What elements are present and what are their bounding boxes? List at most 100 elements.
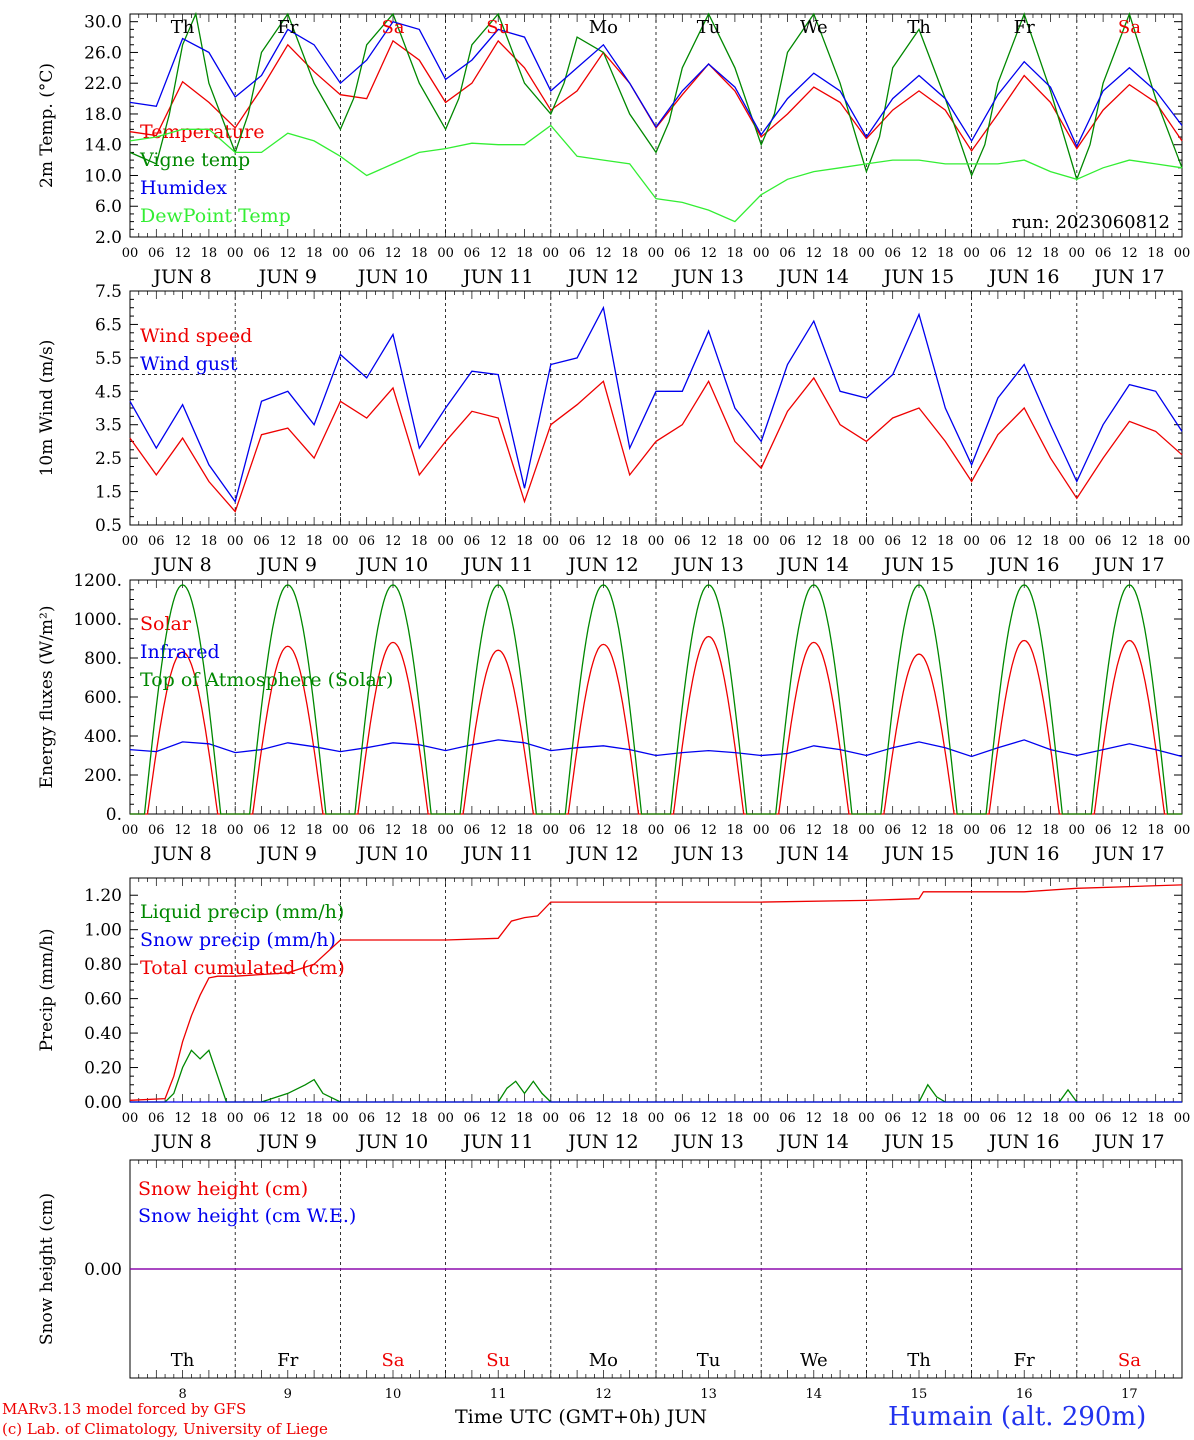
- hour-tick-label: 12: [1121, 246, 1138, 261]
- weekday-label: Fr: [1014, 17, 1035, 38]
- day-number-label: 8: [178, 1387, 186, 1402]
- hour-tick-label: 00: [858, 534, 875, 549]
- legend-entry: DewPoint Temp: [140, 205, 291, 227]
- date-label: JUN 16: [987, 843, 1059, 865]
- date-label: JUN 12: [566, 843, 638, 865]
- hour-tick-label: 00: [332, 1111, 349, 1126]
- y-tick-label: 600.: [84, 688, 122, 708]
- y-tick-label: 4.5: [95, 382, 122, 402]
- hour-tick-label: 18: [306, 534, 323, 549]
- day-number-label: 14: [806, 1387, 823, 1402]
- hour-tick-label: 06: [1095, 246, 1112, 261]
- hour-tick-label: 00: [1174, 246, 1191, 261]
- hour-tick-label: 00: [227, 823, 244, 838]
- hour-tick-label: 00: [963, 823, 980, 838]
- y-tick-label: 0.60: [84, 990, 122, 1010]
- hour-tick-label: 12: [1121, 1111, 1138, 1126]
- date-label: JUN 16: [987, 554, 1059, 576]
- hour-tick-label: 00: [1069, 1111, 1086, 1126]
- hour-tick-label: 06: [1095, 823, 1112, 838]
- hour-tick-label: 00: [963, 1111, 980, 1126]
- hour-tick-label: 00: [437, 246, 454, 261]
- date-label: JUN 10: [356, 554, 428, 576]
- station-name: Humain (alt. 290m): [888, 1402, 1147, 1432]
- hour-tick-label: 12: [385, 823, 402, 838]
- date-label: JUN 14: [777, 843, 849, 865]
- hour-tick-label: 12: [1016, 246, 1033, 261]
- hour-tick-label: 12: [174, 1111, 191, 1126]
- hour-tick-label: 00: [753, 534, 770, 549]
- date-label: JUN 10: [356, 843, 428, 865]
- day-number-label: 15: [911, 1387, 928, 1402]
- y-tick-label: 0.40: [84, 1024, 122, 1044]
- y-tick-label: 5.5: [95, 349, 122, 369]
- hour-tick-label: 06: [253, 246, 270, 261]
- hour-tick-label: 12: [700, 534, 717, 549]
- date-label: JUN 9: [257, 554, 317, 576]
- hour-tick-label: 00: [753, 246, 770, 261]
- weekday-label: Sa: [381, 17, 404, 38]
- date-label: JUN 10: [356, 266, 428, 288]
- legend-entry: Humidex: [140, 177, 227, 199]
- date-label: JUN 16: [987, 1131, 1059, 1153]
- hour-tick-label: 00: [437, 534, 454, 549]
- hour-tick-label: 18: [201, 1111, 218, 1126]
- y-axis-label: Snow height (cm): [37, 1193, 57, 1345]
- hour-tick-label: 00: [543, 1111, 560, 1126]
- hour-tick-label: 18: [1042, 246, 1059, 261]
- y-tick-label: 6.5: [95, 315, 122, 335]
- hour-tick-label: 12: [490, 823, 507, 838]
- weekday-label: Su: [486, 17, 510, 38]
- date-label: JUN 17: [1092, 554, 1164, 576]
- day-number-label: 17: [1121, 1387, 1138, 1402]
- weekday-label: Sa: [1118, 17, 1141, 38]
- hour-tick-label: 18: [621, 1111, 638, 1126]
- hour-tick-label: 12: [490, 246, 507, 261]
- hour-tick-label: 12: [174, 246, 191, 261]
- hour-tick-label: 18: [1042, 534, 1059, 549]
- hour-tick-label: 12: [595, 823, 612, 838]
- hour-tick-label: 06: [464, 823, 481, 838]
- y-tick-label: 1000.: [73, 610, 122, 630]
- date-label: JUN 12: [566, 1131, 638, 1153]
- hour-tick-label: 18: [937, 534, 954, 549]
- y-tick-label: 2.0: [95, 228, 122, 248]
- hour-tick-label: 12: [1016, 1111, 1033, 1126]
- y-tick-label: 1.00: [84, 921, 122, 941]
- date-label: JUN 11: [461, 554, 533, 576]
- date-label: JUN 15: [882, 843, 954, 865]
- hour-tick-label: 00: [648, 1111, 665, 1126]
- y-axis-label: 10m Wind (m/s): [37, 340, 57, 477]
- hour-tick-label: 18: [306, 246, 323, 261]
- y-tick-label: 7.5: [95, 282, 122, 302]
- hour-tick-label: 06: [779, 534, 796, 549]
- date-label: JUN 13: [671, 1131, 743, 1153]
- hour-tick-label: 18: [727, 534, 744, 549]
- run-label: run: 2023060812: [1012, 212, 1170, 233]
- hour-tick-label: 06: [674, 534, 691, 549]
- y-tick-label: 22.0: [84, 74, 122, 94]
- hour-tick-label: 06: [884, 534, 901, 549]
- hour-tick-label: 18: [832, 823, 849, 838]
- hour-tick-label: 00: [122, 534, 139, 549]
- y-tick-label: 200.: [84, 766, 122, 786]
- date-label: JUN 9: [257, 1131, 317, 1153]
- hour-tick-label: 06: [253, 823, 270, 838]
- hour-tick-label: 06: [779, 1111, 796, 1126]
- weekday-label: Mo: [589, 1350, 618, 1371]
- hour-tick-label: 00: [1069, 823, 1086, 838]
- date-label: JUN 8: [151, 1131, 211, 1153]
- credit-note: (c) Lab. of Climatology, University of L…: [2, 1420, 328, 1438]
- hour-tick-label: 00: [858, 246, 875, 261]
- y-tick-label: 1200.: [73, 571, 122, 591]
- hour-tick-label: 06: [148, 1111, 165, 1126]
- y-tick-label: 1.20: [84, 886, 122, 906]
- hour-tick-label: 18: [516, 246, 533, 261]
- hour-tick-label: 06: [990, 246, 1007, 261]
- weekday-label: Th: [171, 1350, 195, 1371]
- hour-tick-label: 06: [779, 823, 796, 838]
- weekday-label: Tu: [697, 17, 721, 38]
- hour-tick-label: 00: [1174, 534, 1191, 549]
- hour-tick-label: 18: [1042, 823, 1059, 838]
- weekday-label: We: [800, 1350, 828, 1371]
